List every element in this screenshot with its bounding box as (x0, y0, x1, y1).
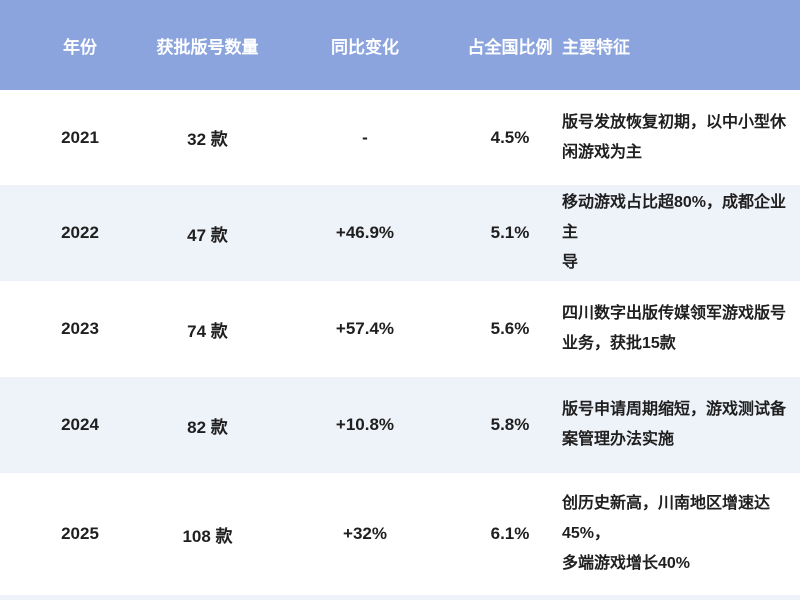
cell-year: 2022 (61, 223, 99, 242)
cell-approved-count: 32 款 (187, 130, 228, 149)
cell-yoy-change: +57.4% (335, 319, 395, 338)
cell-yoy-change: +46.9% (335, 223, 395, 242)
header-cell-year: 年份 (63, 37, 97, 57)
table-row-2025: 2025 108 款 +32% 6.1% 创历史新高，川南地区增速达45%， 多… (0, 473, 800, 595)
cell-national-share: 5.8% (490, 415, 530, 434)
cell-main-features: 四川数字出版传媒领军游戏版号 业务，获批15款 (562, 305, 787, 352)
header-cell-approved-count: 获批版号数量 (156, 37, 259, 57)
cell-main-features: 版号发放恢复初期，以中小型休 闲游戏为主 (562, 113, 787, 161)
next-row-top-edge (0, 595, 800, 600)
cell-approved-count: 82 款 (187, 417, 228, 437)
cell-yoy-change: +32% (343, 524, 387, 543)
table-header-row: 年份 获批版号数量 同比变化 占全国比例 主要特征 (0, 0, 800, 90)
table-row-2021: 2021 32 款 - 4.5% 版号发放恢复初期，以中小型休 闲游戏为主 (0, 90, 800, 185)
cell-main-features: 版号申请周期缩短，游戏测试备 案管理办法实施 (562, 401, 787, 448)
cell-approved-count: 47 款 (187, 225, 228, 245)
cell-main-features: 移动游戏占比超80%，成都企业主 导 (562, 194, 787, 271)
cell-main-features: 创历史新高，川南地区增速达45%， 多端游戏增长40% (562, 495, 771, 572)
cell-national-share: 6.1% (490, 524, 530, 543)
header-cell-national-share: 占全国比例 (467, 37, 553, 57)
header-cell-yoy-change: 同比变化 (331, 37, 399, 57)
cell-approved-count: 74 款 (187, 321, 228, 341)
table-row-2022: 2022 47 款 +46.9% 5.1% 移动游戏占比超80%，成都企业主 导 (0, 185, 800, 281)
cell-national-share: 5.1% (490, 223, 530, 242)
cell-year: 2021 (61, 127, 99, 147)
cell-year: 2024 (61, 415, 99, 434)
table-row-2024: 2024 82 款 +10.8% 5.8% 版号申请周期缩短，游戏测试备 案管理… (0, 377, 800, 473)
cell-year: 2025 (61, 524, 99, 543)
cell-yoy-change: - (362, 127, 368, 147)
table-row-2023: 2023 74 款 +57.4% 5.6% 四川数字出版传媒领军游戏版号 业务，… (0, 281, 800, 377)
header-cell-main-features: 主要特征 (562, 37, 630, 57)
cell-yoy-change: +10.8% (335, 415, 395, 434)
cell-year: 2023 (61, 319, 99, 338)
cell-approved-count: 108 款 (182, 526, 233, 546)
cell-national-share: 5.6% (490, 319, 530, 338)
cell-national-share: 4.5% (490, 127, 530, 147)
